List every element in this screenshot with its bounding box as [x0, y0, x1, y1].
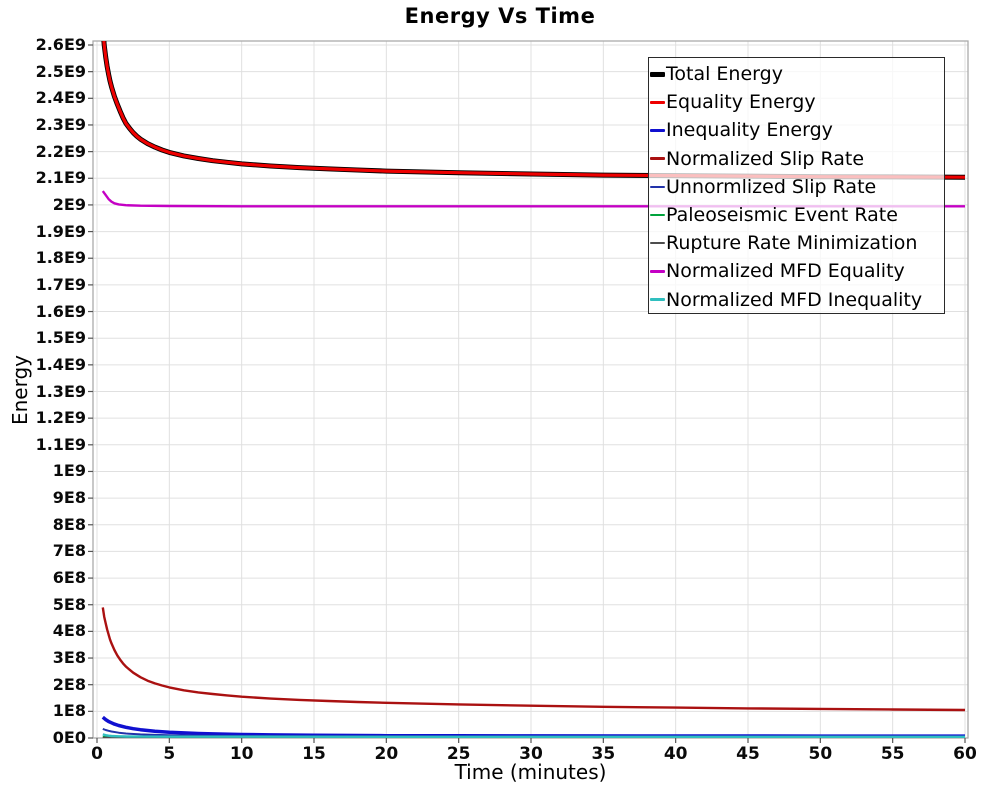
y-tick-label: 2.6E9 [35, 35, 86, 54]
y-tick-label: 1.8E9 [35, 248, 86, 268]
series-normalized-mfd-equality [101, 190, 965, 208]
legend-label: Equality Energy [666, 91, 816, 114]
series-group [101, 41, 966, 738]
legend-item: Paleoseismic Event Rate [650, 201, 944, 229]
x-tick-label: 30 [519, 744, 543, 764]
x-tick-label: 55 [880, 744, 905, 764]
x-tick-label: 50 [808, 744, 833, 764]
series-equality-energy [102, 41, 966, 179]
legend-line-swatch [650, 100, 665, 104]
y-tick-label: 2.1E9 [35, 168, 86, 188]
legend-label: Normalized Slip Rate [666, 147, 865, 170]
y-tick-label: 1.4E9 [35, 354, 86, 374]
legend-item: Equality Energy [650, 88, 944, 116]
legend-label: Unnormlized Slip Rate [666, 175, 877, 198]
y-tick-label: 1.3E9 [35, 381, 86, 401]
series-normalized-mfd-inequality [102, 733, 965, 738]
legend-label: Total Energy [666, 63, 783, 86]
legend-line-swatch [650, 298, 665, 301]
y-tick-label: 1.1E9 [35, 434, 86, 454]
legend-item: Normalized MFD Inequality [650, 286, 944, 314]
y-tick-label: 7E8 [52, 541, 86, 561]
legend-item: Normalized Slip Rate [650, 145, 944, 173]
x-tick-label: 60 [953, 744, 977, 764]
legend-line-swatch [650, 185, 665, 189]
legend: Total Energy Equality Energy Inequality En… [648, 57, 945, 314]
y-tick-label: 2.3E9 [35, 114, 86, 134]
y-tick-label: 1E8 [52, 701, 86, 721]
y-tick-label: 2E8 [52, 674, 86, 694]
x-axis-title: Time (minutes) [454, 760, 607, 784]
y-tick-label: 2.4E9 [35, 88, 86, 108]
y-tick-label: 2.2E9 [35, 141, 86, 161]
y-tick-label: 2E9 [52, 194, 86, 214]
series-inequality-energy [101, 715, 965, 738]
x-tick-label: 15 [302, 744, 326, 764]
x-tick-label: 40 [663, 744, 688, 764]
y-tick-label: 1.7E9 [35, 274, 86, 294]
legend-line-swatch [650, 128, 665, 133]
y-tick-label: 1.9E9 [35, 221, 86, 241]
legend-item: Unnormlized Slip Rate [650, 173, 944, 201]
y-tick-label: 6E8 [52, 568, 86, 588]
legend-line-swatch [650, 71, 665, 77]
x-tick-label: 10 [229, 744, 254, 764]
x-tick-label: 20 [374, 744, 399, 764]
y-tick-label: 9E8 [52, 488, 86, 508]
legend-item: Inequality Energy [650, 116, 944, 144]
x-tick-label: 5 [163, 744, 176, 764]
legend-label: Rupture Rate Minimization [666, 232, 918, 255]
y-tick-label: 1.6E9 [35, 301, 86, 321]
x-tick-label: 25 [446, 744, 471, 764]
x-tick-label: 35 [591, 744, 616, 764]
x-tick-label: 0 [91, 744, 103, 764]
legend-item: Total Energy [650, 60, 944, 88]
x-tick-label: 45 [736, 744, 760, 764]
legend-line-swatch [650, 242, 665, 245]
legend-label: Inequality Energy [666, 119, 833, 142]
y-tick-label: 0E0 [52, 728, 86, 747]
y-tick-label: 3E8 [52, 648, 86, 668]
legend-line-swatch [650, 270, 665, 273]
y-tick-label: 4E8 [52, 621, 86, 641]
y-tick-label: 1E9 [52, 461, 86, 481]
legend-item: Rupture Rate Minimization [650, 229, 944, 257]
series-normalized-slip-rate [101, 607, 966, 712]
chart-title: Energy Vs Time [404, 4, 596, 28]
legend-label: Paleoseismic Event Rate [666, 204, 898, 227]
axis-ticks [88, 44, 966, 743]
legend-item: Normalized MFD Equality [650, 257, 944, 285]
y-tick-label: 1.2E9 [35, 408, 86, 428]
y-tick-label: 2.5E9 [35, 61, 86, 81]
legend-label: Normalized MFD Inequality [666, 288, 923, 311]
legend-label: Normalized MFD Equality [666, 260, 905, 283]
legend-line-swatch [650, 213, 665, 217]
legend-line-swatch [650, 157, 665, 160]
y-tick-label: 5E8 [52, 594, 86, 614]
y-tick-label: 8E8 [52, 514, 86, 534]
y-tick-label: 1.5E9 [35, 328, 86, 348]
